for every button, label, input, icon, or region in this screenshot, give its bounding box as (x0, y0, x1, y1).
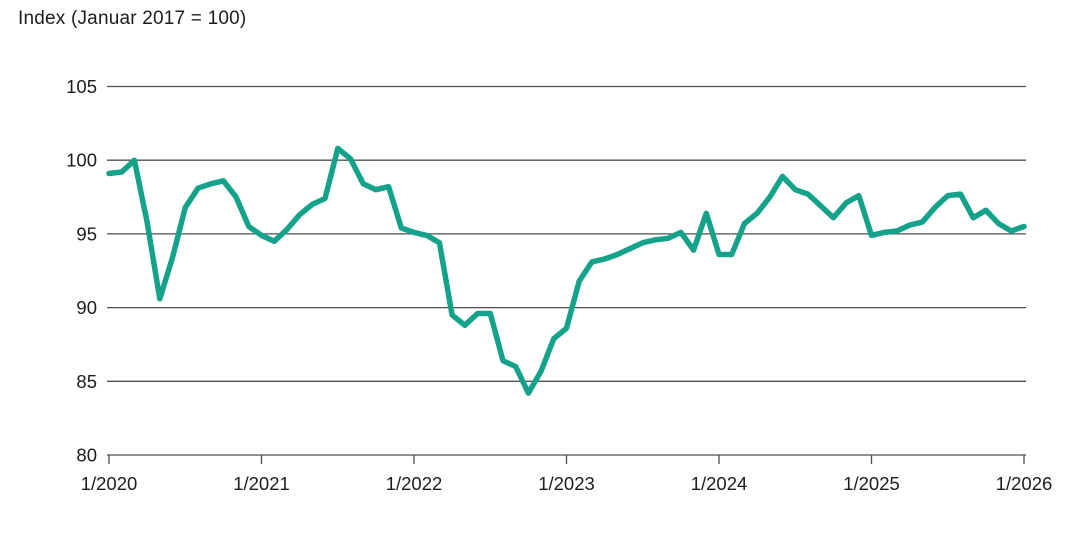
x-tick-label-1-2025: 1/2025 (843, 473, 900, 494)
x-tick-label-1-2021: 1/2021 (233, 473, 290, 494)
x-tick-label-1-2020: 1/2020 (81, 473, 138, 494)
y-tick-label-90: 90 (76, 297, 97, 318)
y-tick-label-80: 80 (76, 445, 97, 466)
chart-title: Index (Januar 2017 = 100) (18, 8, 247, 29)
y-tick-label-85: 85 (76, 371, 97, 392)
x-tick-label-1-2022: 1/2022 (386, 473, 443, 494)
x-tick-label-1-2023: 1/2023 (538, 473, 595, 494)
x-tick-label-1-2026: 1/2026 (996, 473, 1053, 494)
y-tick-label-105: 105 (66, 76, 97, 97)
y-tick-label-100: 100 (66, 150, 97, 171)
x-tick-label-1-2024: 1/2024 (691, 473, 748, 494)
y-tick-label-95: 95 (76, 223, 97, 244)
series-line-index (106, 145, 1027, 396)
